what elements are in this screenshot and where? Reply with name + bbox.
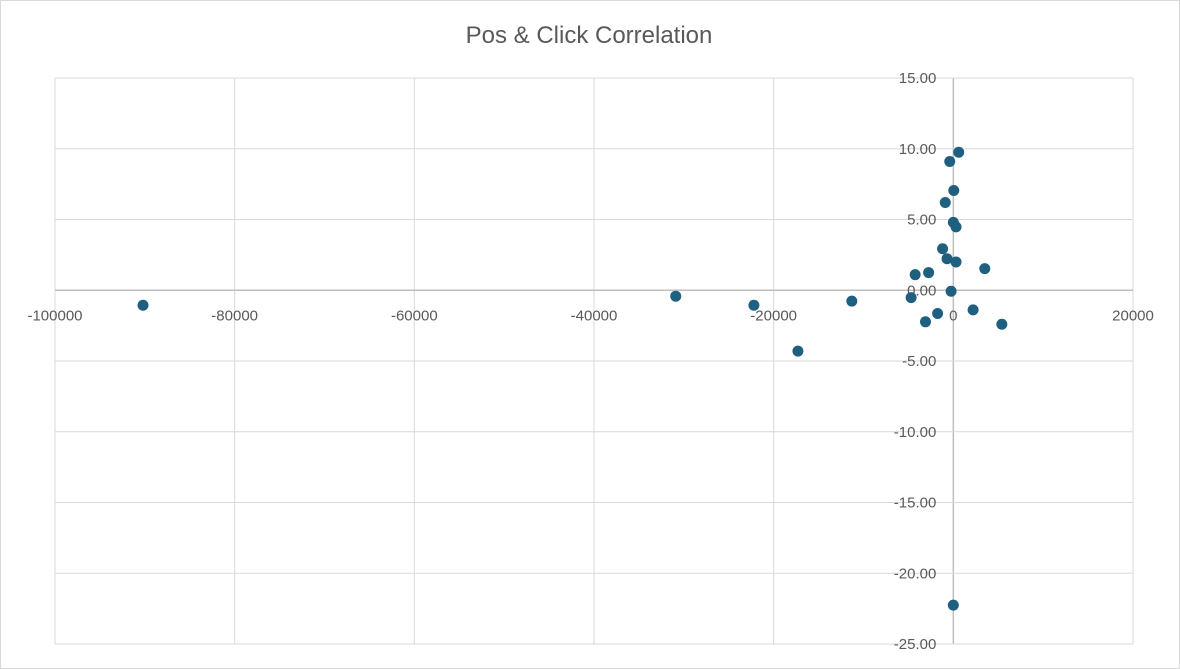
data-point (748, 299, 760, 311)
data-point (932, 307, 944, 319)
y-tick-label: -15.00 (894, 495, 937, 512)
data-point (137, 299, 149, 311)
x-tick-label: -100000 (27, 307, 82, 324)
y-tick-label: -5.00 (902, 353, 936, 370)
x-tick-label: 20000 (1112, 307, 1154, 324)
data-point (670, 290, 682, 302)
x-tick-label: -60000 (391, 307, 438, 324)
x-tick-label: -40000 (571, 307, 618, 324)
data-point (846, 295, 858, 307)
x-tick-label: -20000 (750, 307, 797, 324)
data-point (919, 316, 931, 328)
y-tick-label: -20.00 (894, 565, 937, 582)
data-point (950, 256, 962, 268)
y-tick-label: 15.00 (899, 70, 937, 87)
x-tick-label: -80000 (211, 307, 258, 324)
data-point (939, 197, 951, 209)
y-tick-labels: 15.0010.005.000.00-5.00-10.00-15.00-20.0… (894, 70, 937, 653)
data-point (948, 184, 960, 196)
y-tick-label: -25.00 (894, 636, 937, 653)
data-point (944, 155, 956, 167)
data-point (979, 263, 991, 275)
y-tick-label: -10.00 (894, 424, 937, 441)
data-point (923, 267, 935, 279)
gridlines (54, 77, 1134, 645)
data-point (947, 599, 959, 611)
data-point (941, 253, 953, 265)
data-point (953, 146, 965, 158)
data-point (905, 292, 917, 304)
y-tick-label: 5.00 (907, 212, 936, 229)
y-tick-label: 10.00 (899, 141, 937, 158)
x-tick-labels: -100000 -80000 -60000 -40000 -20000 0 20000 (27, 307, 1153, 324)
data-point (967, 304, 979, 316)
chart-title: Pos & Click Correlation (466, 22, 713, 49)
data-point (950, 221, 962, 233)
data-point (792, 345, 804, 357)
data-point (996, 318, 1008, 330)
data-point (945, 285, 957, 297)
data-point (937, 243, 949, 255)
data-point (909, 269, 921, 281)
x-tick-label: 0 (949, 307, 957, 324)
data-points (137, 146, 1008, 611)
